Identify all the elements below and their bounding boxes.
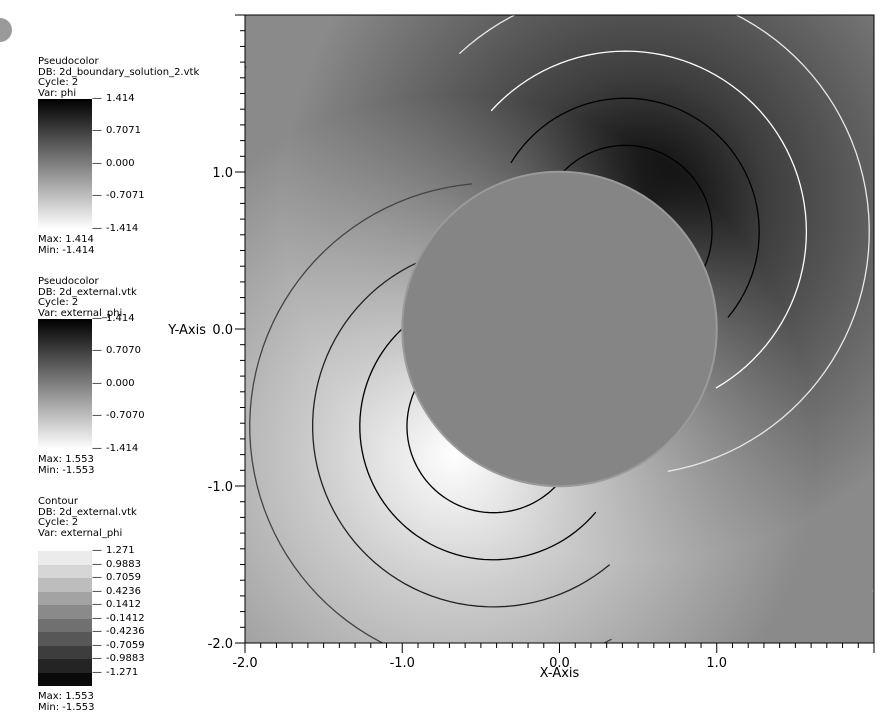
y-tick-label: 1.0 (212, 166, 233, 181)
contour-band (38, 618, 92, 632)
x-tick-label: 1.0 (706, 656, 727, 671)
legend-min: Min: -1.553 (38, 701, 95, 713)
boundary-disk (401, 170, 718, 488)
colorbar-tick: -0.7070 (92, 411, 145, 421)
colorbar-tick: 1.414 (92, 94, 135, 104)
y-axis-label: Y-Axis (167, 323, 206, 338)
y-tick-label: 0.0 (212, 323, 233, 338)
contour-tick: -1.271 (92, 667, 138, 678)
y-tick-label: -1.0 (208, 480, 233, 495)
contour-line (872, 588, 874, 592)
contour-band (38, 659, 92, 673)
legend-var: Var: external_phi (38, 527, 123, 539)
colorbar-tick: -0.7071 (92, 191, 145, 201)
contour-band (38, 605, 92, 619)
legend-var: Var: phi (38, 87, 77, 99)
y-tick-label: -2.0 (208, 637, 233, 652)
contour-band (38, 551, 92, 565)
legend-pseudocolor-phi: Pseudocolor DB: 2d_boundary_solution_2.v… (38, 56, 200, 256)
colorbar-tick: 0.7071 (92, 126, 141, 136)
contour-tick: -0.7059 (92, 640, 145, 651)
contour-tick: 0.1412 (92, 600, 141, 610)
contour-line (359, 300, 597, 561)
colorbar-tick: 1.414 (92, 314, 135, 324)
contour-tick: 0.9883 (92, 559, 141, 570)
legend-min: Min: -1.414 (38, 244, 95, 256)
contour-band (38, 632, 92, 646)
legend-cycle: Cycle: 2 (38, 517, 79, 528)
x-tick-label: 0.0 (549, 656, 570, 671)
contour-tick: 0.7059 (92, 573, 141, 583)
x-tick-label: -1.0 (390, 656, 415, 671)
legend-db: DB: 2d_external.vtk (38, 286, 137, 298)
contour-band (38, 672, 92, 686)
contour-line (544, 144, 713, 276)
legend-plot-type: Pseudocolor (38, 56, 99, 67)
legend-cycle: Cycle: 2 (38, 297, 79, 308)
contour-tick: -0.9883 (92, 654, 145, 664)
field-heatmap (245, 15, 874, 643)
contour-tick: 1.271 (92, 546, 135, 556)
legend-max: Max: 1.553 (38, 454, 94, 465)
contour-line (311, 247, 611, 608)
colorbar (38, 99, 92, 229)
legend-max: Max: 1.414 (38, 234, 94, 245)
contour-tick: 0.4236 (92, 586, 141, 597)
legend-db: DB: 2d_external.vtk (38, 506, 137, 518)
colorbar-tick: 0.000 (92, 159, 135, 169)
colorbar-tick: -1.414 (92, 224, 138, 234)
contour-level-bar: 1.271 0.9883 0.7059 0.4236 0.1412 -0.1412 -0.4… (38, 546, 145, 686)
contour-line (245, 66, 247, 70)
legend-pseudocolor-external-phi: Pseudocolor DB: 2d_external.vtk Cycle: 2… (38, 276, 145, 476)
contour-line (458, 15, 870, 472)
colorbar (38, 319, 92, 449)
legend-plot-type: Pseudocolor (38, 276, 99, 287)
legend-contour-external-phi: Contour DB: 2d_external.vtk Cycle: 2 Var… (38, 496, 145, 713)
contour-band (38, 645, 92, 659)
contour-tick: -0.1412 (92, 613, 145, 624)
contour-line (490, 50, 808, 389)
contour-band (38, 578, 92, 592)
contour-line (510, 97, 760, 318)
contour-band (38, 564, 92, 578)
corner-indicator (0, 18, 12, 42)
colorbar-tick: -1.414 (92, 444, 138, 454)
contour-line (249, 183, 612, 643)
legend-plot-type: Contour (38, 496, 78, 507)
legend-min: Min: -1.553 (38, 464, 95, 476)
legend-cycle: Cycle: 2 (38, 77, 79, 88)
legend-max: Max: 1.553 (38, 691, 94, 702)
colorbar-tick: 0.000 (92, 379, 135, 389)
x-axis-label: X-Axis (540, 666, 580, 681)
colorbar-tick: 0.7070 (92, 346, 141, 356)
legend-var: Var: external_phi (38, 307, 123, 319)
x-tick-label: -2.0 (232, 656, 257, 671)
contour-tick: -0.4236 (92, 627, 145, 637)
legend-db: DB: 2d_boundary_solution_2.vtk (38, 66, 200, 78)
contour-band (38, 591, 92, 605)
